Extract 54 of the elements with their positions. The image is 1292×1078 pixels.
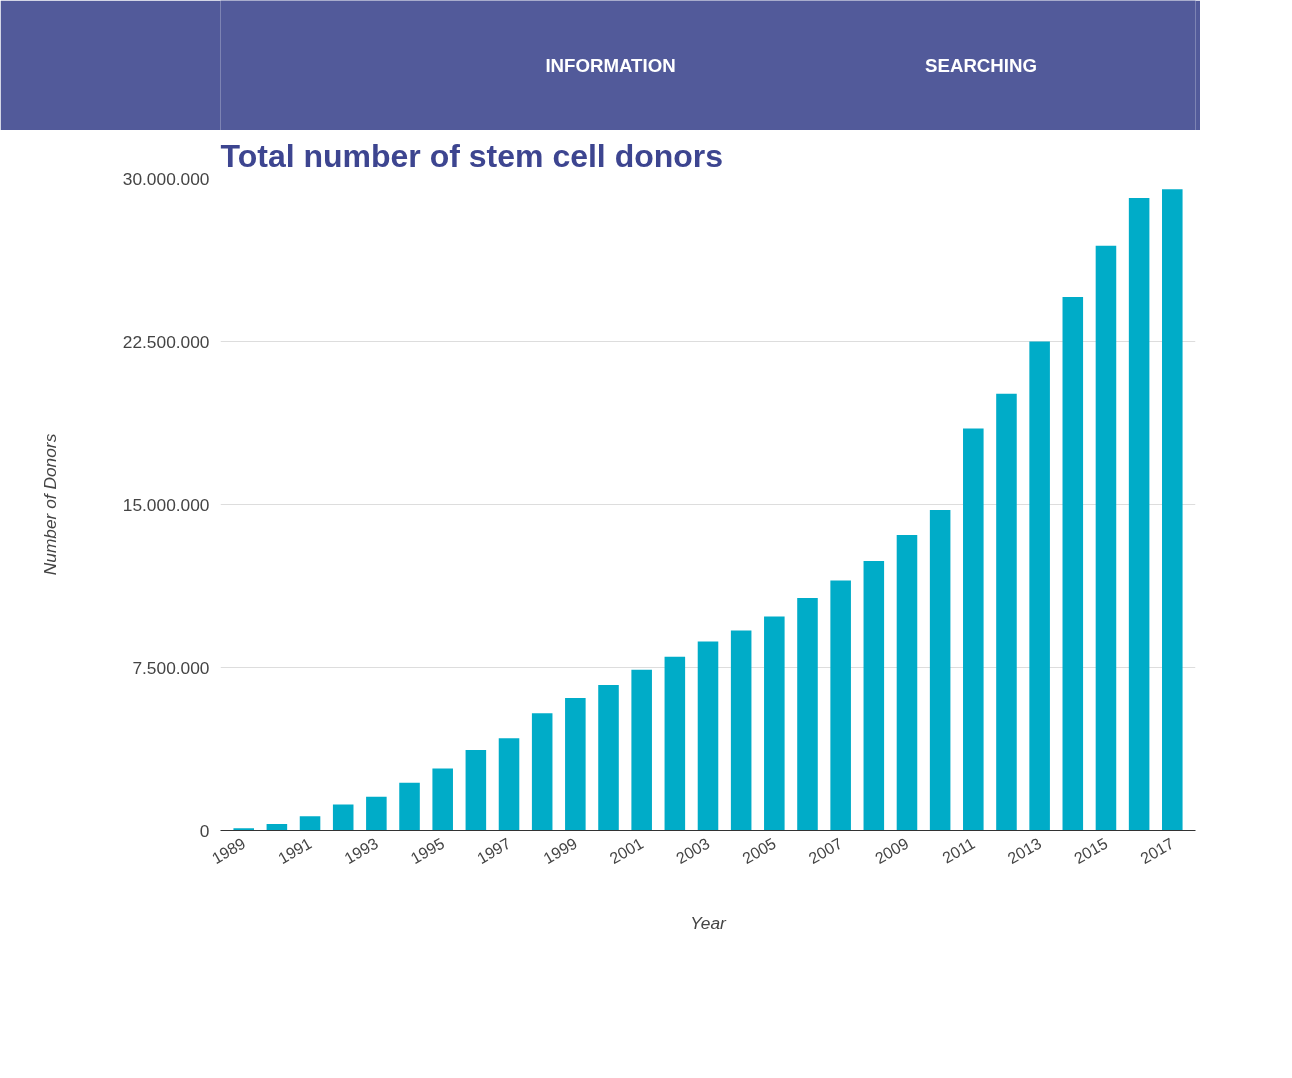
x-tick-label: 2011 [939,834,978,867]
bar [764,616,785,831]
bar [797,597,818,831]
x-tick-label: 1995 [407,834,448,868]
x-tick-label: 2015 [1071,834,1111,868]
x-tick-label: 1999 [540,834,580,868]
bar [1128,198,1150,831]
bar [697,641,719,831]
x-tick-label: 1991 [275,834,315,868]
x-tick-label: 2005 [739,834,779,868]
x-tick-label: 2007 [805,834,846,868]
x-tick-label: 2003 [673,834,713,868]
bar [432,768,453,831]
bar [299,816,321,831]
bar [631,669,652,831]
bar [366,796,387,831]
x-tick-label: 2013 [1004,834,1045,868]
bar [565,697,586,831]
y-tick-label: 15.000.000 [122,494,210,515]
x-axis-title: Year [690,912,728,933]
bar [1162,189,1183,831]
text: SEARCHING [925,55,1037,76]
bar [1062,296,1084,831]
bar [332,804,354,831]
bar [1095,245,1117,831]
bar [896,534,918,831]
bar [929,509,951,831]
y-axis-title: Number of Donors [39,433,60,576]
bar [664,656,686,831]
bar [963,428,984,831]
x-tick-label: 2001 [606,834,647,868]
x-tick-label: 2009 [872,834,912,868]
bar [598,684,619,831]
x-tick-label: 2017 [1137,834,1177,868]
y-tick-label: 30.000.000 [122,168,210,189]
bar [531,713,553,831]
chart-title: Total number of stem cell donors [220,137,724,174]
bar [996,393,1017,831]
bar [266,823,288,831]
x-tick-label: 1993 [341,834,381,868]
bar [465,750,487,831]
text: INFORMATION [545,55,676,76]
bar [233,828,254,831]
y-tick-label: 22.500.000 [122,331,210,352]
bar [498,738,520,831]
y-tick-label: 7.500.000 [132,657,210,678]
x-tick-label: 1997 [474,834,514,868]
bar [730,630,752,831]
y-tick-label: 0 [199,820,210,841]
bar [1029,341,1050,831]
bar [830,580,851,831]
bar [863,561,885,831]
x-tick-label: 1989 [208,834,249,868]
bar [399,782,420,831]
